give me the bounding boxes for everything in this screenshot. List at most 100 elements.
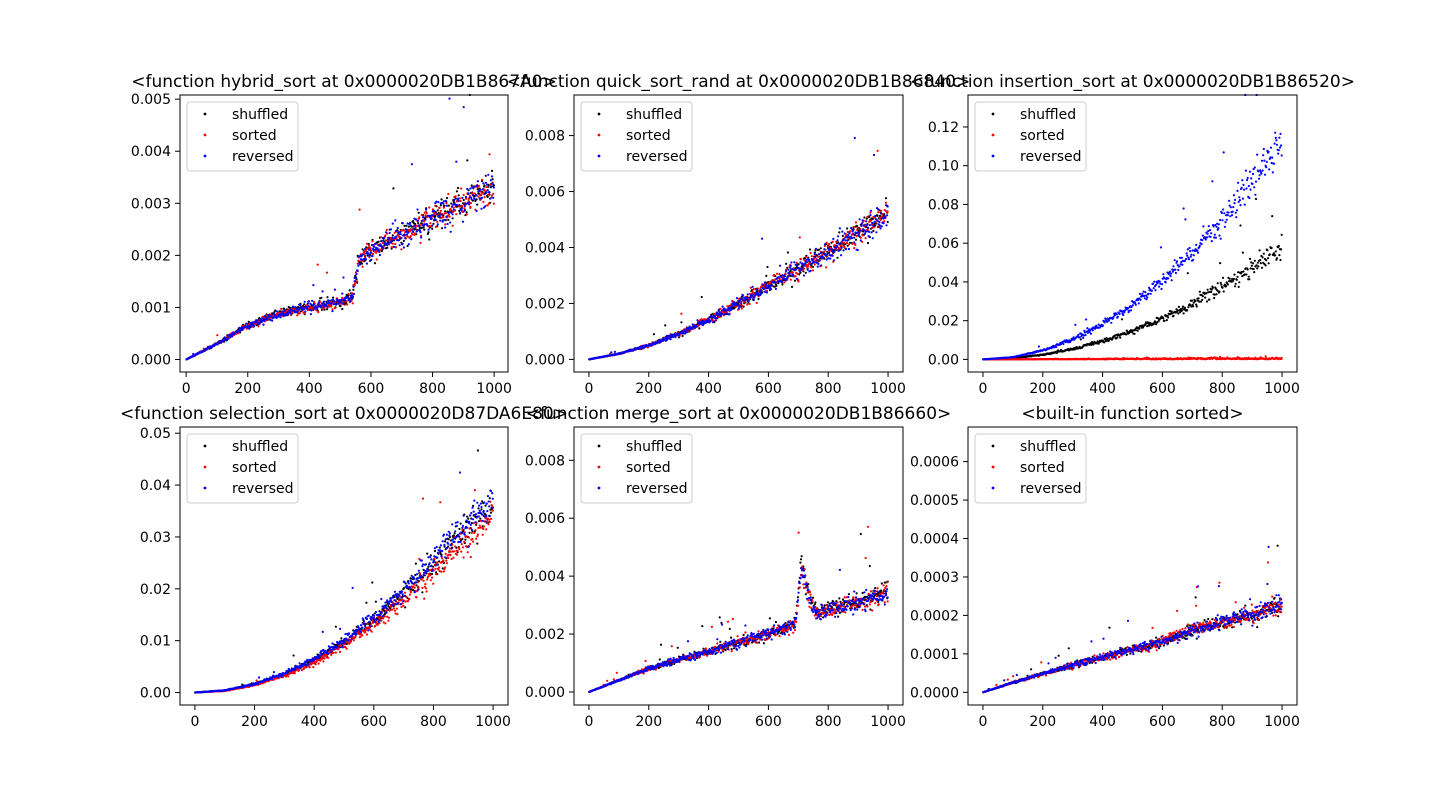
data-point xyxy=(455,160,458,163)
x-tick-label: 1000 xyxy=(476,381,512,397)
data-point xyxy=(483,193,486,196)
data-point xyxy=(844,239,847,242)
data-point xyxy=(277,315,280,318)
data-point xyxy=(1272,162,1276,165)
data-point xyxy=(342,276,345,279)
data-point xyxy=(1134,303,1137,306)
data-point xyxy=(1245,187,1248,190)
data-point xyxy=(369,247,372,250)
data-point xyxy=(1280,356,1283,360)
data-point xyxy=(1195,305,1198,308)
data-point xyxy=(251,321,254,324)
data-point xyxy=(303,300,306,303)
data-point xyxy=(452,206,455,209)
data-point xyxy=(1209,235,1212,238)
data-point xyxy=(469,187,472,190)
data-point xyxy=(1262,252,1265,255)
data-point xyxy=(762,283,765,286)
data-point xyxy=(391,222,394,225)
data-point xyxy=(695,325,699,328)
data-point xyxy=(1170,272,1173,275)
data-point xyxy=(811,269,815,272)
data-point xyxy=(722,309,725,312)
data-point xyxy=(320,296,323,299)
data-point xyxy=(786,266,789,269)
data-point xyxy=(1183,259,1186,262)
data-point xyxy=(338,302,341,305)
data-point xyxy=(785,262,788,265)
data-point xyxy=(811,265,815,268)
data-point xyxy=(445,204,449,207)
data-point xyxy=(417,222,420,225)
data-point xyxy=(333,288,336,291)
data-point xyxy=(457,197,460,200)
data-point xyxy=(774,281,777,284)
data-point xyxy=(1201,295,1204,298)
data-point xyxy=(790,270,794,274)
y-tick-label: 0.10 xyxy=(928,159,959,175)
data-point xyxy=(1116,336,1119,339)
data-point xyxy=(474,199,477,203)
data-point xyxy=(1238,281,1241,284)
data-point xyxy=(427,228,430,231)
data-point xyxy=(789,266,792,269)
data-point xyxy=(798,273,801,276)
data-point xyxy=(854,243,857,246)
data-point xyxy=(845,233,848,236)
data-point xyxy=(713,315,717,318)
data-point xyxy=(274,309,277,312)
data-point xyxy=(274,315,277,318)
data-point xyxy=(696,319,699,322)
data-point xyxy=(311,299,314,302)
data-point xyxy=(357,264,360,267)
data-point xyxy=(240,328,243,332)
y-tick-label: 0.002 xyxy=(525,296,565,312)
data-point xyxy=(1263,159,1266,162)
data-point xyxy=(1256,153,1259,156)
data-point xyxy=(410,163,413,166)
data-point xyxy=(837,249,840,252)
data-point xyxy=(492,192,495,195)
data-point xyxy=(394,246,397,249)
data-point xyxy=(451,217,454,220)
data-point xyxy=(802,274,806,277)
data-point xyxy=(814,247,818,250)
data-point xyxy=(375,258,378,261)
data-point xyxy=(320,302,324,305)
data-point xyxy=(859,227,862,230)
data-point xyxy=(402,229,405,232)
data-point xyxy=(723,313,727,316)
data-point xyxy=(280,314,283,317)
data-point xyxy=(1227,211,1230,214)
data-point xyxy=(832,259,836,262)
data-point xyxy=(1247,275,1250,278)
data-point xyxy=(405,230,408,233)
data-point xyxy=(750,295,753,298)
legend-marker-reversed xyxy=(203,154,207,158)
data-point xyxy=(380,244,383,248)
data-point xyxy=(1204,296,1207,299)
data-point xyxy=(843,232,846,235)
data-point xyxy=(752,298,755,302)
data-point xyxy=(479,188,482,191)
data-point xyxy=(1232,277,1235,281)
data-point xyxy=(347,292,350,296)
data-point xyxy=(810,263,813,266)
data-point xyxy=(393,231,396,234)
data-point xyxy=(796,272,799,275)
data-point xyxy=(823,243,827,246)
data-point xyxy=(340,637,343,640)
data-point xyxy=(876,149,879,152)
data-point xyxy=(871,217,874,220)
data-point xyxy=(417,211,420,214)
data-point xyxy=(272,312,275,315)
data-point xyxy=(348,289,351,292)
data-point xyxy=(1268,168,1271,171)
data-point xyxy=(297,309,300,312)
data-point xyxy=(826,250,829,253)
data-point xyxy=(880,215,883,218)
data-point xyxy=(360,262,364,265)
data-point xyxy=(436,212,439,215)
data-point xyxy=(402,246,405,249)
y-tick-label: 0.004 xyxy=(131,144,171,160)
